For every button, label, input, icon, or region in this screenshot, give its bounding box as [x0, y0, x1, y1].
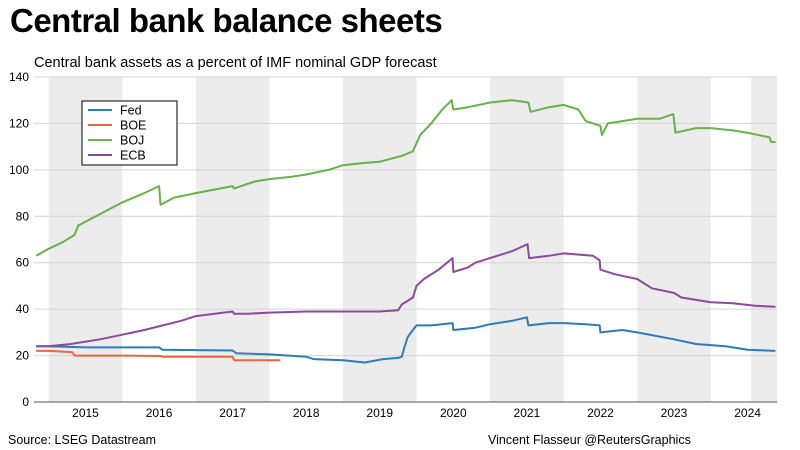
source-note: Source: LSEG Datastream	[8, 433, 156, 447]
x-tick-label: 2021	[514, 406, 541, 420]
series-line-boe	[36, 349, 281, 362]
x-tick-label: 2020	[440, 406, 467, 420]
year-band-2021	[490, 77, 564, 402]
x-tick-label: 2016	[146, 406, 173, 420]
legend-label: Fed	[120, 104, 142, 118]
x-tick-label: 2017	[219, 406, 246, 420]
series-line-boj	[35, 99, 776, 257]
y-tick-label: 0	[22, 395, 29, 409]
y-tick-label: 20	[16, 349, 30, 363]
legend-label: BOJ	[120, 134, 144, 148]
y-tick-label: 40	[16, 302, 30, 316]
year-band-2017	[195, 77, 270, 402]
y-tick-label: 80	[16, 209, 30, 223]
year-band-2024-end	[751, 77, 777, 402]
series-lines	[35, 99, 776, 364]
x-tick-label: 2022	[587, 406, 614, 420]
y-axis-tick-labels: 0 20 40 60 80 100 120 140	[9, 70, 29, 409]
legend-label: ECB	[120, 149, 146, 163]
chart-subtitle: Central bank assets as a percent of IMF …	[34, 55, 437, 71]
x-tick-label: 2019	[366, 406, 393, 420]
year-band-2023	[637, 77, 711, 402]
y-tick-label: 120	[9, 116, 29, 130]
x-axis-tick-labels: 2015 2016 2017 2018 2019 2020 2021 2022 2023 2024	[72, 406, 761, 420]
y-tick-label: 60	[16, 256, 30, 270]
x-tick-label: 2024	[734, 406, 761, 420]
y-tick-label: 140	[9, 70, 29, 84]
chart-title: Central bank balance sheets	[10, 2, 443, 39]
x-tick-label: 2015	[72, 406, 99, 420]
series-line-fed	[36, 316, 776, 364]
x-tick-label: 2023	[661, 406, 688, 420]
series-line-ecb	[36, 243, 776, 348]
x-tick-label: 2018	[293, 406, 320, 420]
year-band-2019	[342, 77, 417, 402]
y-tick-label: 100	[9, 163, 29, 177]
legend-label: BOE	[120, 119, 146, 133]
credit-note: Vincent Flasseur @ReutersGraphics	[488, 433, 691, 447]
